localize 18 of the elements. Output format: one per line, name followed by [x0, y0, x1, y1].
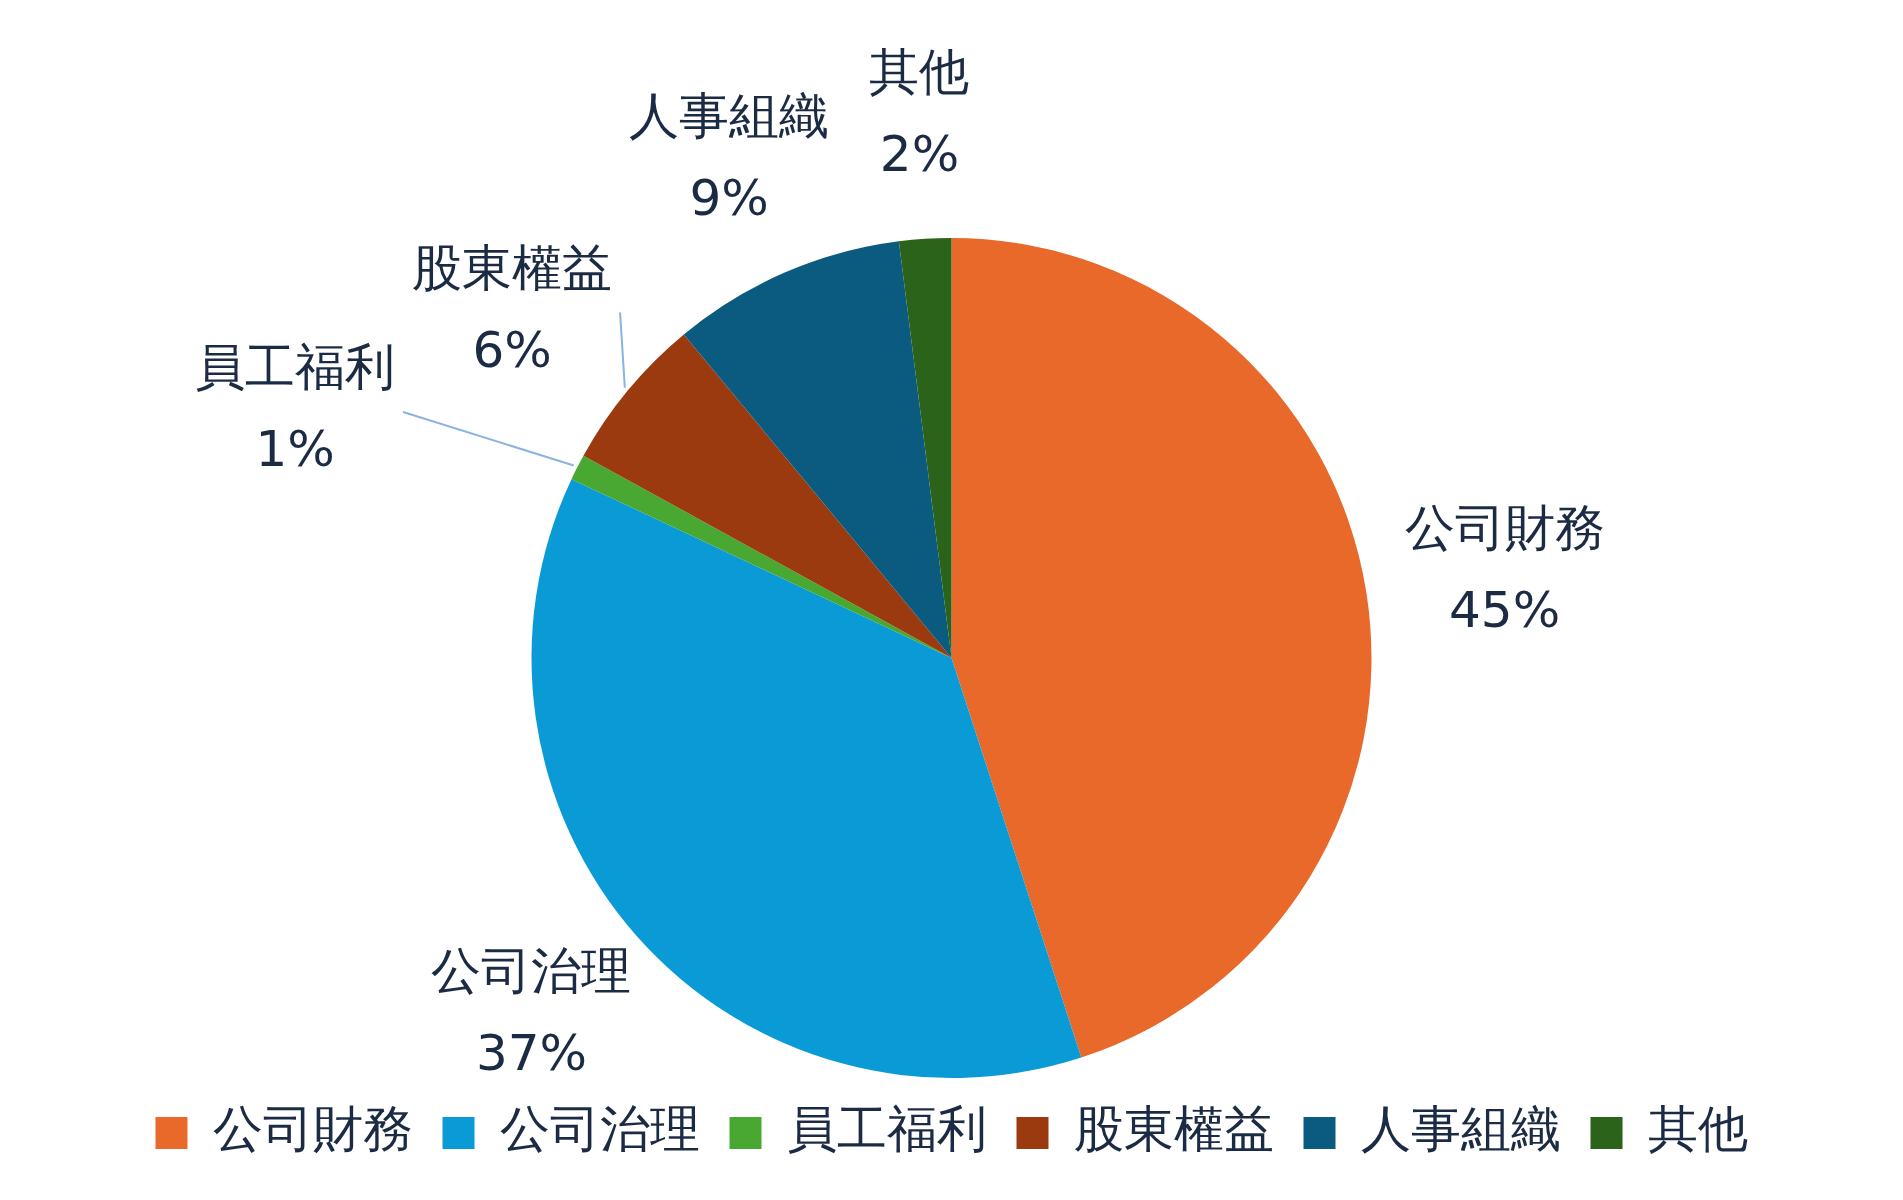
slice-label: 人事組織: [629, 86, 830, 145]
legend-label: 股東權益: [1073, 1099, 1274, 1158]
legend-label: 員工福利: [786, 1099, 987, 1158]
data-label: 9%: [689, 168, 769, 227]
slice-label: 其他: [869, 43, 970, 102]
data-label: 1%: [255, 419, 335, 478]
data-label: 6%: [472, 320, 552, 379]
slice-label: 公司治理: [431, 942, 632, 1001]
data-label: 37%: [475, 1024, 588, 1083]
data-label: 2%: [879, 125, 960, 184]
legend-label: 其他: [1647, 1099, 1748, 1158]
legend-label: 人事組織: [1360, 1099, 1561, 1158]
legend-label: 公司財務: [212, 1099, 413, 1158]
slice-label: 員工福利: [195, 337, 396, 396]
data-label: 45%: [1449, 581, 1561, 640]
slice-label: 公司財務: [1404, 499, 1605, 558]
legend-label: 公司治理: [499, 1099, 700, 1158]
slice-label: 股東權益: [412, 238, 613, 297]
